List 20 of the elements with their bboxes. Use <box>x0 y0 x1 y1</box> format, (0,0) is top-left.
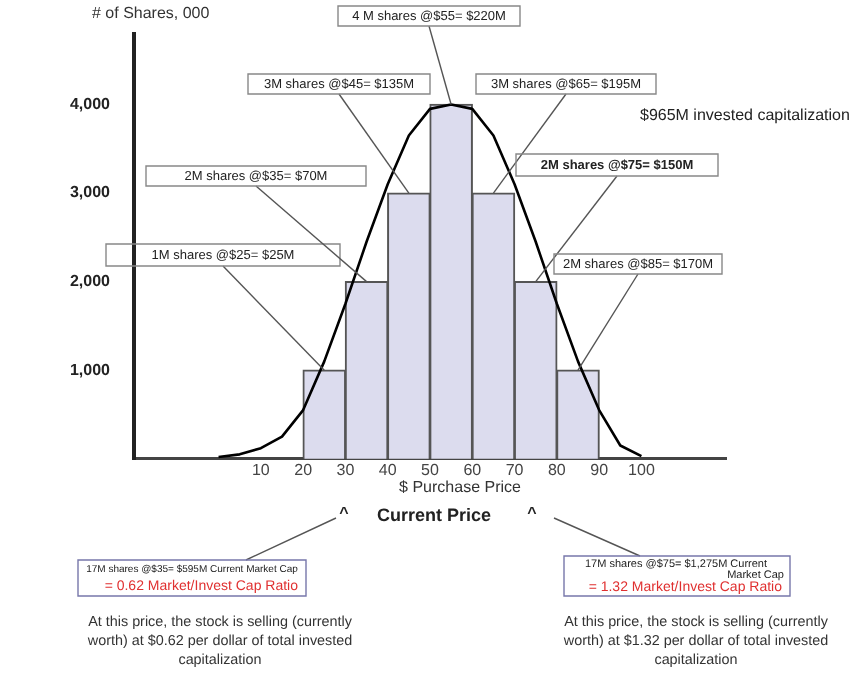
x-tick-label: 10 <box>251 460 271 479</box>
x-tick-label: 70 <box>505 460 525 479</box>
x-axis-title: $ Purchase Price <box>399 478 523 497</box>
x-tick-label: 50 <box>421 460 440 479</box>
text: ^ <box>527 504 538 523</box>
x-tick-label: 90 <box>590 460 610 479</box>
x-tick-label: 100 <box>628 460 656 479</box>
x-tick-label: 20 <box>294 460 314 479</box>
annotation: $965M invested capitalization <box>640 106 850 125</box>
y-tick-label: 3,000 <box>69 183 112 202</box>
y-tick-label: 2,000 <box>69 272 112 291</box>
text: Current Price <box>376 504 492 525</box>
y-tick-label: 4,000 <box>69 94 112 113</box>
text: ^ <box>339 504 350 523</box>
x-tick-label: 80 <box>547 460 567 479</box>
x-tick-label: 60 <box>463 460 483 479</box>
y-axis-title: # of Shares, 000 <box>92 4 211 23</box>
x-tick-label: 40 <box>378 460 398 479</box>
y-tick-label: 1,000 <box>69 360 112 379</box>
x-tick-label: 30 <box>336 460 356 479</box>
